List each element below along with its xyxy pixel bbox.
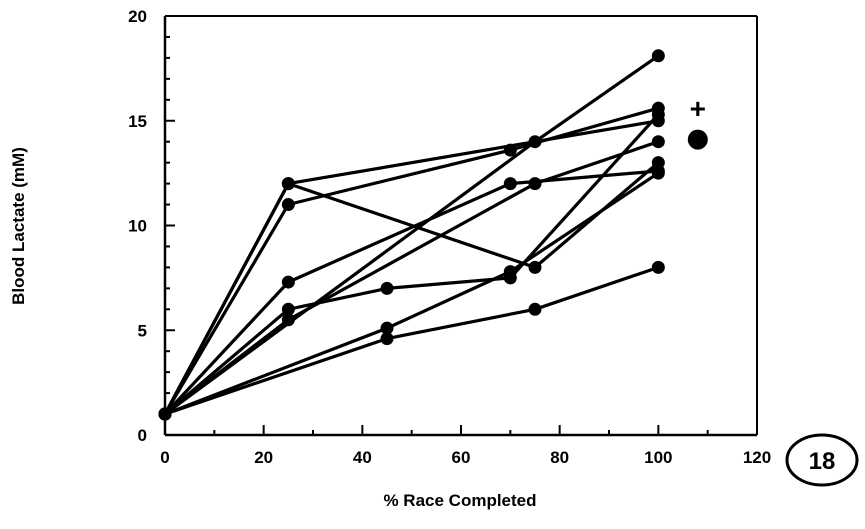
- series-line-5: [163, 113, 660, 416]
- data-point: [281, 302, 295, 316]
- data-point: [281, 275, 295, 289]
- data-point: [651, 49, 665, 63]
- x-tick-label: 40: [353, 448, 372, 467]
- data-point: [528, 260, 542, 274]
- x-tick-label: 120: [743, 448, 771, 467]
- annotation-layer: +: [687, 93, 708, 150]
- y-tick-label: 15: [128, 112, 147, 131]
- series-line-9: [164, 54, 660, 416]
- data-point: [380, 332, 394, 346]
- data-point: [281, 177, 295, 191]
- data-point: [528, 302, 542, 316]
- data-point: [503, 177, 517, 191]
- plus-marker: +: [690, 93, 706, 124]
- x-tick-label: 20: [254, 448, 273, 467]
- data-point: [158, 407, 172, 421]
- data-point: [380, 321, 394, 335]
- data-point: [528, 177, 542, 191]
- x-tick-label: 100: [644, 448, 672, 467]
- y-tick-label: 0: [138, 426, 147, 445]
- y-tick-label: 10: [128, 217, 147, 236]
- data-point: [528, 135, 542, 149]
- data-point: [651, 107, 665, 121]
- series-layer: [163, 54, 660, 416]
- y-tick-label: 5: [138, 321, 147, 340]
- series-line-2: [163, 106, 659, 415]
- filled-circle-marker: [687, 129, 708, 150]
- series-line-1: [163, 119, 659, 415]
- figure-number-badge: 18: [785, 433, 859, 487]
- markers-layer: [158, 49, 665, 421]
- data-point: [651, 166, 665, 180]
- series-line-7: [164, 265, 659, 416]
- y-tick-label: 20: [128, 7, 147, 26]
- y-axis-title: Blood Lactate (mM): [9, 147, 28, 305]
- series-line-4: [163, 169, 659, 416]
- data-point: [503, 143, 517, 157]
- data-point: [281, 198, 295, 212]
- figure-number: 18: [809, 448, 836, 475]
- data-point: [281, 313, 295, 327]
- chart-axes: 0 20 40 60 80 100 120 0 5 10 15 20: [128, 7, 771, 467]
- x-tick-label: 80: [550, 448, 569, 467]
- x-tick-label: 0: [160, 448, 169, 467]
- data-point: [380, 281, 394, 295]
- x-axis-title: % Race Completed: [383, 491, 536, 510]
- series-line-8: [164, 171, 660, 416]
- data-point: [651, 135, 665, 149]
- data-point: [503, 265, 517, 279]
- x-tick-label: 60: [452, 448, 471, 467]
- data-point: [651, 260, 665, 274]
